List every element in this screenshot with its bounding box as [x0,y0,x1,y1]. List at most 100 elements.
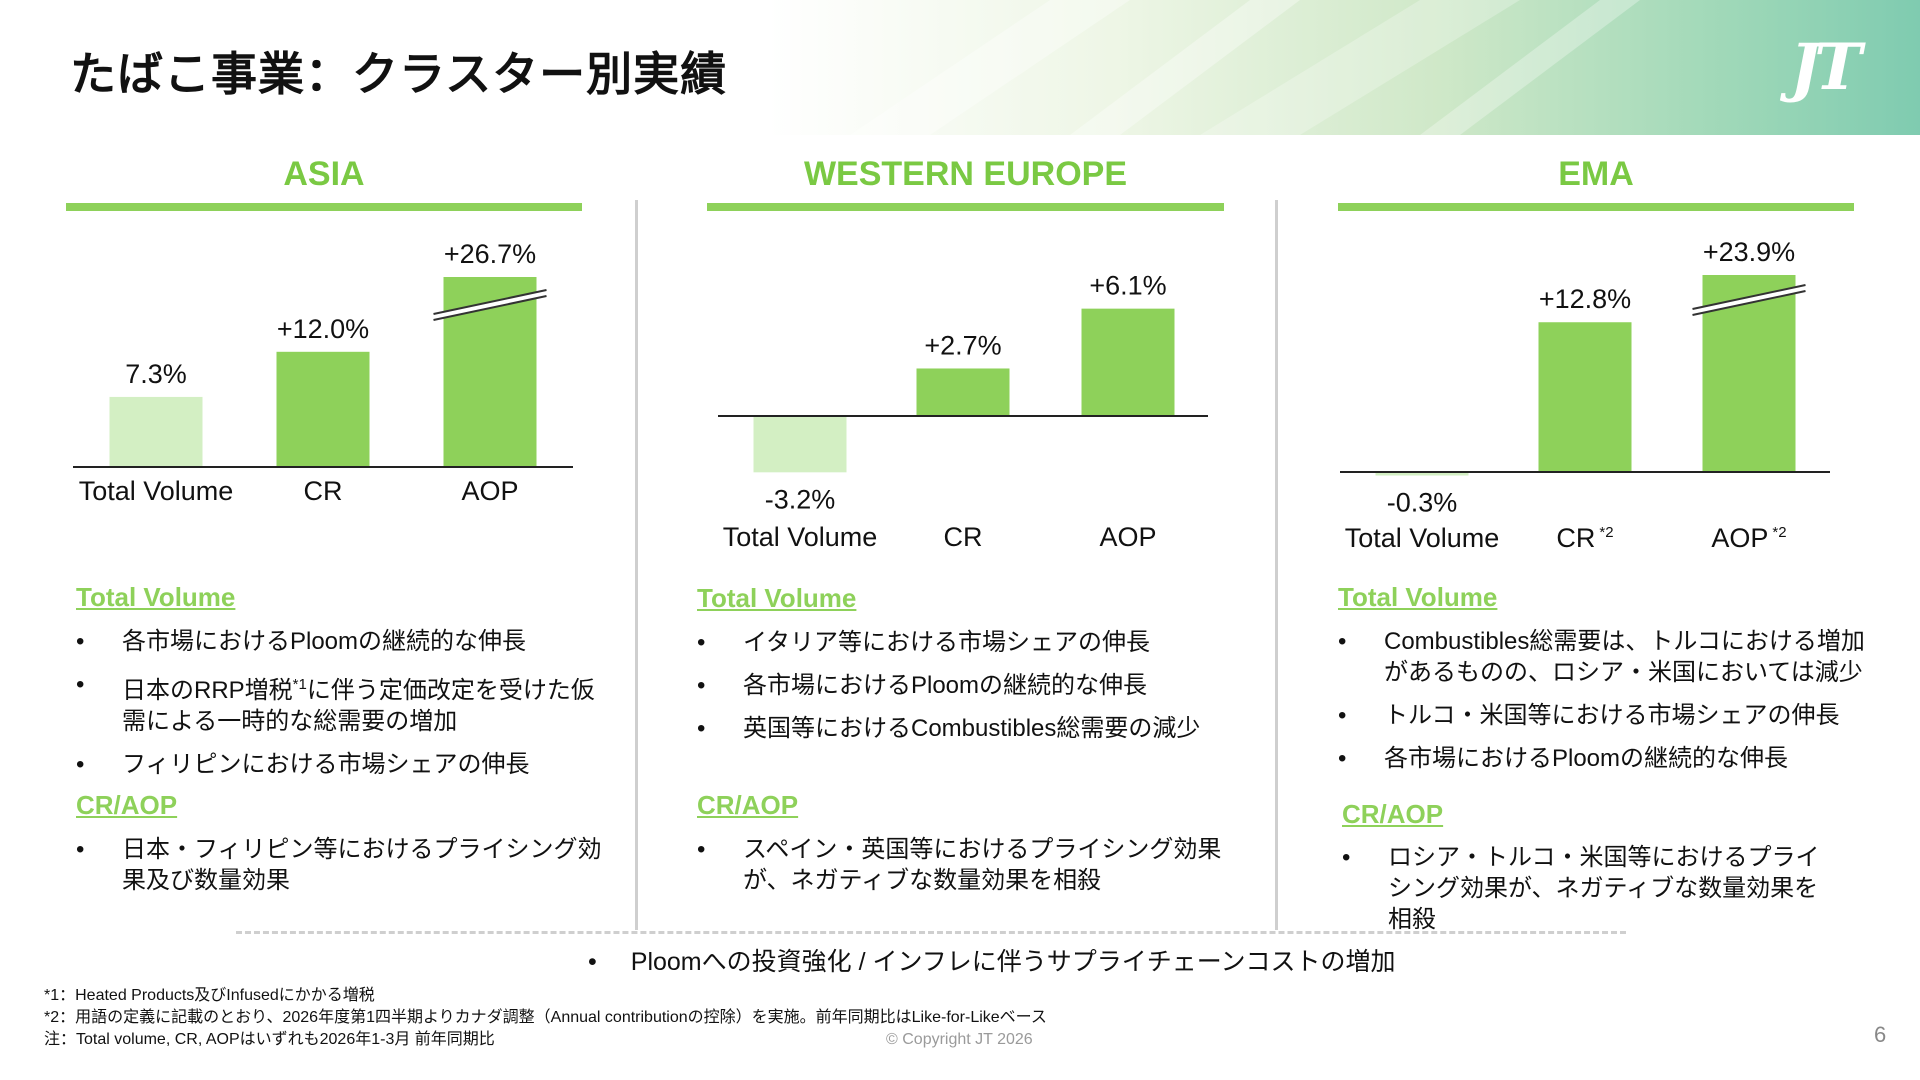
list-item: • 日本のRRP増税*1に伴う定価改定を受けた仮需による一時的な総需要の増加 [76,669,616,737]
list-item: • スペイン・英国等におけるプライシング効果が、ネガティブな数量効果を相殺 [697,834,1237,896]
value-label: -0.3% [1387,488,1458,518]
list-item: • トルコ・米国等における市場シェアの伸長 [1338,700,1878,731]
category-label: Total Volume [79,476,234,506]
category-label: AOP *2 [1711,523,1786,553]
list-item: • 英国等におけるCombustibles総需要の減少 [697,713,1237,744]
region-title-ema: EMA [1558,155,1634,193]
list-item: • ロシア・トルコ・米国等におけるプライシング効果が、ネガティブな数量効果を相殺 [1342,842,1842,935]
bullet-list-cr-aop: • スペイン・英国等におけるプライシング効果が、ネガティブな数量効果を相殺 [697,834,1237,908]
bullet-text-cont: に伴う定価改定を受けた仮需による一時的な総需要の増加 [122,677,595,735]
category-text: CR [1556,523,1595,553]
value-label: +12.8% [1539,284,1631,314]
common-note: • Ploomへの投資強化 / インフレに伴うサプライチェーンコストの増加 [588,942,1395,978]
category-text: CR [304,476,343,506]
dashed-separator [236,931,1626,934]
category-text: AOP [1711,523,1768,553]
list-item: • 日本・フィリピン等におけるプライシング効果及び数量効果 [76,834,616,896]
category-text: Total Volume [723,522,878,552]
bullet-list-cr-aop: • ロシア・トルコ・米国等におけるプライシング効果が、ネガティブな数量効果を相殺 [1342,842,1842,947]
footnote-ref: *1 [292,676,307,693]
category-label: CR [944,522,983,552]
bullet-text: 各市場におけるPloomの継続的な伸長 [743,672,1148,699]
bullet-list-cr-aop: • 日本・フィリピン等におけるプライシング効果及び数量効果 [76,834,616,908]
footnote-1: *1：Heated Products及びInfusedにかかる増税 [44,987,375,1004]
section-head-volume: Total Volume [1338,582,1498,612]
bullet-dot: • [76,751,85,778]
bullet-dot: • [588,948,597,976]
bullet-list-volume: • Combustibles総需要は、トルコにおける増加があるものの、ロシア・米国… [1338,626,1878,786]
bar-total-volume [753,416,847,473]
category-label: CR *2 [1556,523,1613,553]
bullet-dot: • [76,671,85,698]
column-divider [1275,200,1278,930]
bullet-text: イタリア等における市場シェアの伸長 [743,629,1151,656]
region-title-western-europe: WESTERN EUROPE [803,155,1128,193]
page-title: たばこ事業：クラスター別実績 [70,48,728,100]
axis-break-line [1692,290,1806,316]
bullet-dot: • [1338,702,1347,729]
decorative-stripes [850,0,1640,135]
value-label: +26.7% [444,239,536,269]
bullet-text: 日本のRRP増税 [122,677,293,704]
category-label: AOP [461,476,518,506]
axis-break-gap [433,290,547,320]
bar-total-volume [1375,472,1469,476]
bullet-list-volume: • 各市場におけるPloomの継続的な伸長 • 日本のRRP増税*1に伴う定価改定を受… [76,626,616,792]
list-item: • 各市場におけるPloomの継続的な伸長 [76,626,616,657]
common-note-text: Ploomへの投資強化 / インフレに伴うサプライチェーンコストの増加 [630,948,1396,976]
bullet-dot: • [697,629,706,656]
bullet-text: スペイン・英国等におけるプライシング効果が、ネガティブな数量効果を相殺 [743,836,1222,894]
category-label: Total Volume [723,522,878,552]
list-item: • Combustibles総需要は、トルコにおける増加があるものの、ロシア・米国… [1338,626,1878,688]
list-item: • イタリア等における市場シェアの伸長 [697,627,1237,658]
bullet-text: トルコ・米国等における市場シェアの伸長 [1384,702,1840,729]
bullet-text: 英国等におけるCombustibles総需要の減少 [743,715,1201,742]
bullet-dot: • [1338,745,1347,772]
region-underline-asia [66,203,582,211]
copyright: © Copyright JT 2026 [886,1031,1033,1048]
section-head-cr-aop: CR/AOP [1342,799,1444,829]
bullet-dot: • [76,628,85,655]
bullet-text: 各市場におけるPloomの継続的な伸長 [1384,745,1789,772]
category-text: Total Volume [79,476,234,506]
bullet-dot: • [1342,844,1351,871]
value-label: +23.9% [1703,237,1795,267]
bullet-text: 各市場におけるPloomの継続的な伸長 [122,628,527,655]
bar-cr [276,351,370,467]
axis-break-line [1692,284,1806,310]
region-underline-ema [1338,203,1854,211]
column-divider [635,200,638,930]
jt-logo: JT [1790,30,1862,105]
bar-total-volume [109,396,203,467]
bullet-dot: • [697,836,706,863]
category-note: *2 [1772,524,1786,541]
bullet-dot: • [1338,628,1347,655]
bullet-dot: • [76,836,85,863]
bullet-dot: • [697,672,706,699]
section-head-cr-aop: CR/AOP [76,790,178,820]
header-banner: たばこ事業：クラスター別実績 JT [0,0,1920,135]
list-item: • フィリピンにおける市場シェアの伸長 [76,749,616,780]
section-head-volume: Total Volume [76,582,236,612]
category-label: Total Volume [1345,523,1500,553]
section-head-volume: Total Volume [697,583,857,613]
bullet-list-volume: • イタリア等における市場シェアの伸長 • 各市場におけるPloomの継続的な伸長 • 英… [697,627,1237,756]
section-head-cr-aop: CR/AOP [697,790,799,820]
region-underline-western-europe [707,203,1224,211]
value-label: +2.7% [924,330,1001,360]
page-number: 6 [1874,1022,1887,1047]
value-label: 7.3% [125,359,187,389]
list-item: • 各市場におけるPloomの継続的な伸長 [697,670,1237,701]
region-title-asia: ASIA [283,155,365,193]
bullet-dot: • [697,715,706,742]
axis-break-gap [1692,285,1806,315]
value-label: +6.1% [1089,271,1166,301]
category-label: AOP [1099,522,1156,552]
category-text: CR [944,522,983,552]
footnote-3: 注：Total volume, CR, AOPはいずれも2026年1-3月 前年… [44,1031,495,1048]
list-item: • 各市場におけるPloomの継続的な伸長 [1338,743,1878,774]
bar-charts: 7.3% Total Volume +12.0% CR +26.7% AOP -3.2% To… [73,237,1830,553]
value-label: +12.0% [277,314,369,344]
category-text: AOP [461,476,518,506]
value-label: -3.2% [765,484,836,514]
